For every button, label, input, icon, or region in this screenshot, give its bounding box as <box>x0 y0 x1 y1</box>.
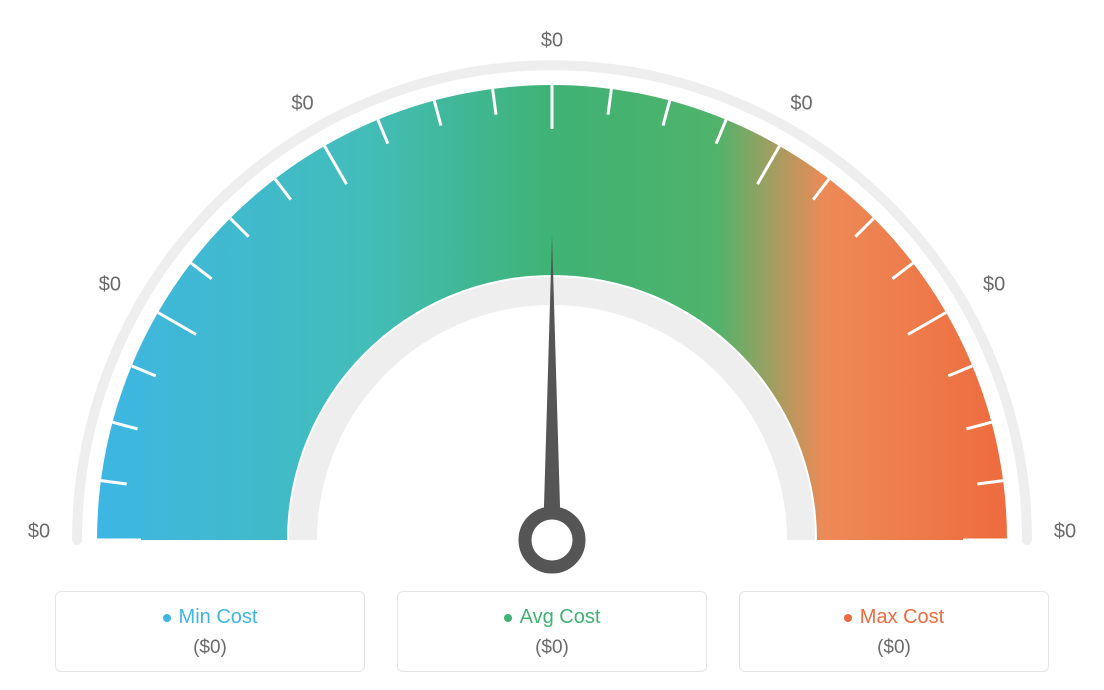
legend-title-max: Max Cost <box>844 606 944 629</box>
legend-value-max: ($0) <box>877 637 911 659</box>
legend-value-avg: ($0) <box>535 637 569 659</box>
legend-box-min: Min Cost ($0) <box>55 591 365 672</box>
legend-title-avg: Avg Cost <box>504 606 601 629</box>
legend-label-max: Max Cost <box>860 606 944 629</box>
gauge-chart: $0$0$0$0$0$0$0 <box>52 20 1052 580</box>
gauge-scale-label: $0 <box>541 30 563 53</box>
gauge-scale-label: $0 <box>790 92 812 115</box>
legend-dot-avg <box>504 614 512 622</box>
legend-row: Min Cost ($0) Avg Cost ($0) Max Cost ($0… <box>52 591 1052 672</box>
legend-label-min: Min Cost <box>179 606 258 629</box>
legend-label-avg: Avg Cost <box>520 606 601 629</box>
legend-box-avg: Avg Cost ($0) <box>397 591 707 672</box>
gauge-svg <box>52 20 1052 580</box>
legend-title-min: Min Cost <box>163 606 258 629</box>
gauge-scale-label: $0 <box>1054 521 1076 544</box>
gauge-scale-label: $0 <box>983 273 1005 296</box>
gauge-scale-label: $0 <box>99 273 121 296</box>
legend-value-min: ($0) <box>193 637 227 659</box>
gauge-scale-label: $0 <box>291 92 313 115</box>
legend-box-max: Max Cost ($0) <box>739 591 1049 672</box>
legend-dot-max <box>844 614 852 622</box>
gauge-scale-label: $0 <box>28 521 50 544</box>
legend-dot-min <box>163 614 171 622</box>
